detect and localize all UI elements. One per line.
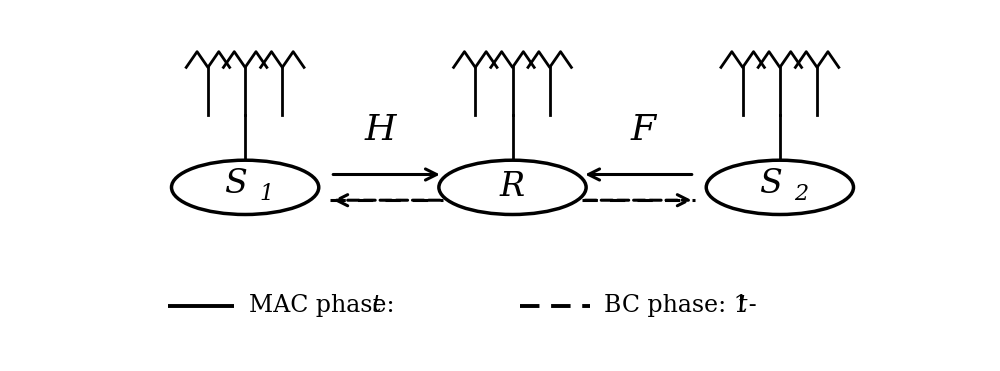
- Text: H: H: [365, 113, 396, 147]
- Text: 1: 1: [260, 184, 274, 206]
- FancyArrowPatch shape: [337, 195, 440, 206]
- Circle shape: [439, 160, 586, 214]
- Circle shape: [706, 160, 854, 214]
- FancyArrowPatch shape: [585, 195, 688, 206]
- Text: BC phase: 1-: BC phase: 1-: [604, 295, 764, 318]
- Text: t: t: [371, 295, 381, 318]
- Text: R: R: [500, 171, 525, 203]
- Text: MAC phase:: MAC phase:: [249, 295, 402, 318]
- Text: S: S: [759, 168, 782, 200]
- Text: 2: 2: [795, 184, 809, 206]
- Circle shape: [172, 160, 319, 214]
- Text: S: S: [224, 168, 247, 200]
- Text: F: F: [630, 113, 655, 147]
- Text: t: t: [738, 295, 748, 318]
